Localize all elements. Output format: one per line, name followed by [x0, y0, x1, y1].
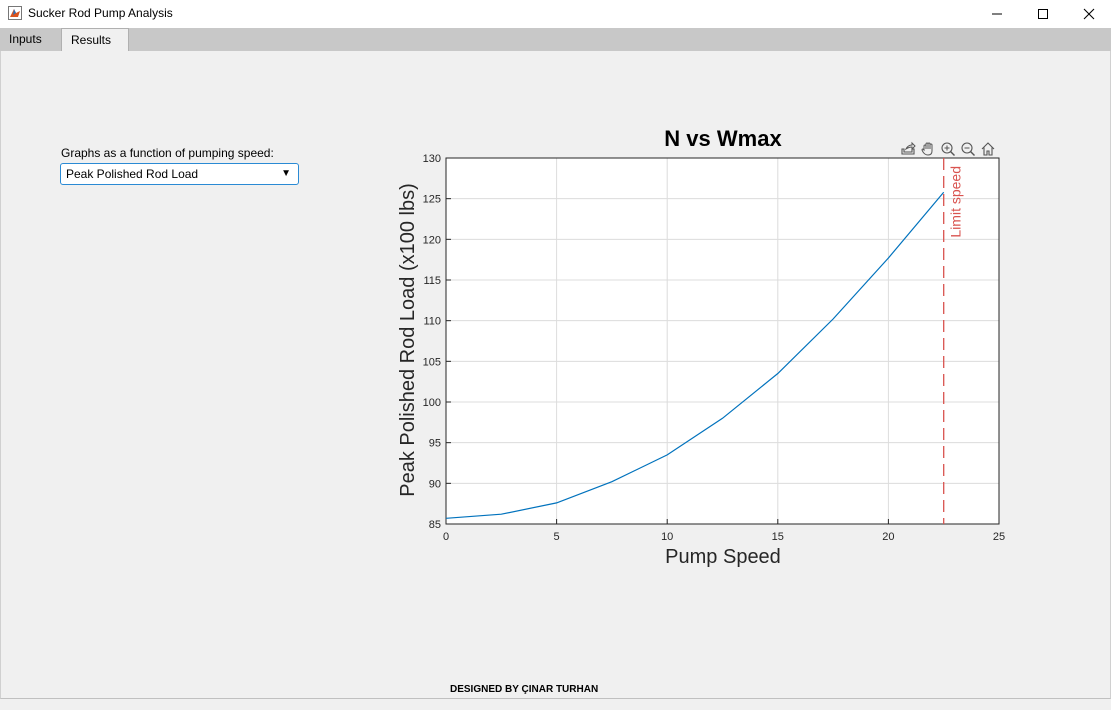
export-icon-glyph: [901, 141, 916, 155]
tab-results[interactable]: Results: [61, 28, 129, 52]
y-tick-label: 130: [423, 153, 441, 165]
zoom-in-icon-glyph: [941, 142, 955, 156]
footer-credit: DESIGNED BY ÇINAR TURHAN: [450, 684, 599, 695]
dropdown-arrow-icon: ▼: [281, 168, 291, 179]
y-tick-label: 125: [423, 194, 441, 206]
y-tick-label: 120: [423, 234, 441, 246]
x-tick-label: 25: [993, 531, 1005, 543]
home-icon[interactable]: [979, 139, 997, 159]
matlab-app-icon: [8, 6, 22, 20]
maximize-icon: [1038, 9, 1048, 19]
y-tick-label: 115: [423, 275, 441, 287]
limit-speed-label: Limit speed: [948, 166, 964, 238]
y-tick-label: 95: [429, 438, 441, 450]
pan-icon-glyph: [921, 142, 933, 156]
grid-lines: [445, 157, 1000, 525]
chart-title: N vs Wmax: [664, 126, 782, 151]
maximize-button[interactable]: [1020, 0, 1066, 28]
annotation-layer: Limit speed: [943, 158, 964, 524]
plot-background: [446, 158, 999, 524]
y-tick-label: 105: [423, 356, 441, 368]
title-bar: Sucker Rod Pump Analysis: [0, 0, 1111, 28]
zoom-out-icon-glyph: [961, 142, 975, 156]
home-icon-glyph: [981, 142, 995, 156]
x-tick-label: 15: [772, 531, 784, 543]
close-icon: [1083, 8, 1095, 20]
x-tick-label: 20: [882, 531, 894, 543]
graph-selector-dropdown[interactable]: Peak Polished Rod Load ▼: [60, 163, 299, 185]
graph-selector-label: Graphs as a function of pumping speed:: [61, 146, 274, 160]
chart[interactable]: 0 5 10 15 20 25 85 90 95 100 105 110 115 120 125 130 L…: [380, 120, 1020, 580]
series-line: [445, 191, 945, 519]
minimize-button[interactable]: [974, 0, 1020, 28]
export-icon[interactable]: [899, 139, 917, 159]
y-ticks: 85 90 95 100 105 110 115 120 125 130: [423, 153, 451, 531]
tab-inputs[interactable]: Inputs: [9, 32, 42, 46]
y-tick-label: 90: [429, 478, 441, 490]
x-tick-label: 5: [554, 531, 560, 543]
zoom-in-icon[interactable]: [939, 139, 957, 159]
minimize-icon: [992, 13, 1002, 15]
x-tick-label: 10: [661, 531, 673, 543]
y-tick-label: 100: [423, 397, 441, 409]
axes-toolbar: [899, 139, 997, 159]
zoom-out-icon[interactable]: [959, 139, 977, 159]
close-button[interactable]: [1066, 0, 1111, 28]
window-title: Sucker Rod Pump Analysis: [28, 6, 173, 20]
x-axis-label: Pump Speed: [665, 546, 781, 568]
x-tick-label: 0: [443, 531, 449, 543]
pan-icon[interactable]: [919, 139, 937, 159]
tab-strip: Inputs Results: [0, 28, 1111, 52]
series-layer: [445, 191, 945, 519]
y-tick-label: 110: [423, 316, 441, 328]
x-ticks: 0 5 10 15 20 25: [443, 519, 1005, 543]
y-axis-label: Peak Polished Rod Load (x100 lbs): [397, 183, 419, 497]
graph-selector-value: Peak Polished Rod Load: [66, 167, 199, 181]
y-tick-label: 85: [429, 519, 441, 531]
axes-box: [445, 157, 1000, 525]
